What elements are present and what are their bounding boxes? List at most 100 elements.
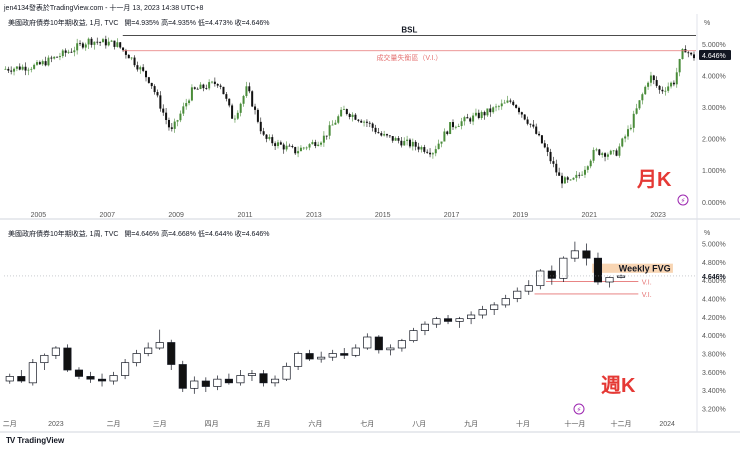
weekly-unit-label: %: [704, 230, 710, 237]
weekly-candle-body: [478, 309, 487, 316]
weekly-y-tick-label: 4.600%: [702, 278, 726, 285]
monthly-candle-body: [113, 40, 116, 47]
monthly-candle-body: [222, 86, 225, 95]
weekly-candle-body: [282, 365, 291, 380]
monthly-x-tick-label: 2009: [168, 212, 184, 219]
monthly-candle-body: [133, 57, 136, 66]
weekly-y-tick-label: 5.000%: [702, 242, 726, 249]
monthly-candle-body: [305, 147, 308, 149]
monthly-candle-body: [638, 100, 641, 109]
monthly-candle-body: [205, 88, 208, 89]
weekly-y-tick-label: 4.000%: [702, 333, 726, 340]
monthly-candle-body: [503, 102, 506, 104]
monthly-candle-body: [515, 104, 518, 108]
monthly-candle-body: [213, 81, 216, 84]
monthly-x-tick-label: 2015: [375, 212, 391, 219]
monthly-candle-body: [681, 49, 684, 60]
weekly-x-tick-label: 四月: [205, 420, 219, 428]
monthly-candle-body: [575, 174, 578, 178]
monthly-candle-body: [549, 151, 552, 162]
monthly-candle-body: [423, 147, 426, 152]
monthly-candle-body: [4, 68, 7, 70]
monthly-candle-body: [601, 153, 604, 155]
monthly-candle-body: [365, 121, 368, 123]
monthly-candle-body: [446, 131, 449, 135]
monthly-candle-body: [165, 112, 168, 120]
monthly-candle-body: [145, 70, 148, 78]
monthly-candle-body: [322, 135, 325, 143]
monthly-y-tick-label: 5.000%: [702, 42, 726, 49]
monthly-candle-body: [38, 62, 41, 65]
monthly-x-tick-label: 2005: [31, 212, 47, 219]
weekly-candle-body: [536, 270, 545, 287]
monthly-candle-body: [147, 77, 150, 83]
monthly-candle-body: [254, 106, 257, 110]
monthly-candle-body: [208, 82, 211, 89]
monthly-candle-body: [248, 86, 251, 92]
tradingview-footer[interactable]: TV TradingView: [6, 436, 64, 445]
weekly-x-tick-label: 九月: [464, 419, 478, 428]
monthly-candle-body: [142, 67, 145, 71]
monthly-candle-body: [492, 107, 495, 113]
weekly-candle-body: [374, 336, 383, 351]
monthly-candle-body: [10, 70, 13, 72]
weekly-candle-body: [443, 318, 453, 322]
monthly-candle-body: [609, 150, 612, 155]
monthly-candle-body: [469, 118, 472, 122]
weekly-candle-body: [328, 353, 337, 358]
monthly-candle-body: [566, 177, 569, 180]
monthly-candle-body: [497, 106, 500, 108]
monthly-candle-body: [24, 66, 27, 71]
monthly-candle-body: [328, 125, 331, 136]
monthly-y-tick-label: 0.000%: [702, 200, 726, 207]
monthly-y-tick-label: 3.000%: [702, 105, 726, 112]
monthly-candle-body: [437, 143, 440, 150]
monthly-candle-body: [122, 47, 125, 51]
monthly-candle-body: [271, 137, 274, 144]
monthly-candle-body: [532, 124, 535, 127]
monthly-candle-body: [635, 108, 638, 114]
monthly-candle-body: [690, 52, 693, 55]
monthly-candle-body: [44, 61, 47, 66]
monthly-candle-body: [342, 109, 345, 110]
monthly-candle-body: [242, 96, 245, 104]
monthly-candle-body: [411, 141, 414, 147]
weekly-candle-body: [351, 347, 360, 356]
monthly-candle-body: [176, 120, 179, 122]
monthly-lightning-icon: [677, 194, 689, 206]
weekly-candle-body: [236, 375, 245, 384]
monthly-candle-body: [572, 177, 575, 180]
monthly-candle-body: [581, 174, 584, 176]
monthly-candle-body: [517, 107, 520, 113]
monthly-candle-body: [615, 150, 618, 156]
monthly-candle-body: [196, 88, 199, 90]
monthly-candle-body: [96, 41, 99, 43]
weekly-candle-body: [605, 277, 614, 283]
weekly-candle-body: [167, 342, 176, 365]
weekly-candle-body: [201, 380, 210, 387]
monthly-candle-body: [543, 143, 546, 148]
monthly-candle-body: [624, 136, 627, 139]
monthly-candle-body: [294, 147, 297, 154]
monthly-candle-body: [70, 51, 73, 53]
weekly-candle-body: [247, 373, 257, 376]
weekly-y-tick-label: 4.800%: [702, 260, 726, 267]
weekly-candle-body: [467, 314, 476, 320]
monthly-candle-body: [302, 147, 305, 149]
monthly-candle-body: [480, 112, 483, 119]
monthly-candle-body: [400, 140, 403, 146]
monthly-candle-body: [641, 94, 644, 101]
monthly-candle-body: [219, 85, 222, 87]
weekly-candle-body: [109, 375, 118, 382]
monthly-candle-body: [285, 145, 288, 150]
monthly-candle-body: [262, 131, 265, 135]
weekly-candle-body: [294, 353, 303, 367]
weekly-candle-body: [593, 257, 603, 283]
weekly-x-tick-label: 二月: [107, 420, 121, 428]
monthly-candle-body: [540, 135, 543, 144]
monthly-candle-body: [153, 86, 156, 93]
monthly-candle-body: [431, 153, 434, 155]
weekly-candle-body: [305, 353, 314, 360]
monthly-candle-body: [35, 62, 38, 65]
